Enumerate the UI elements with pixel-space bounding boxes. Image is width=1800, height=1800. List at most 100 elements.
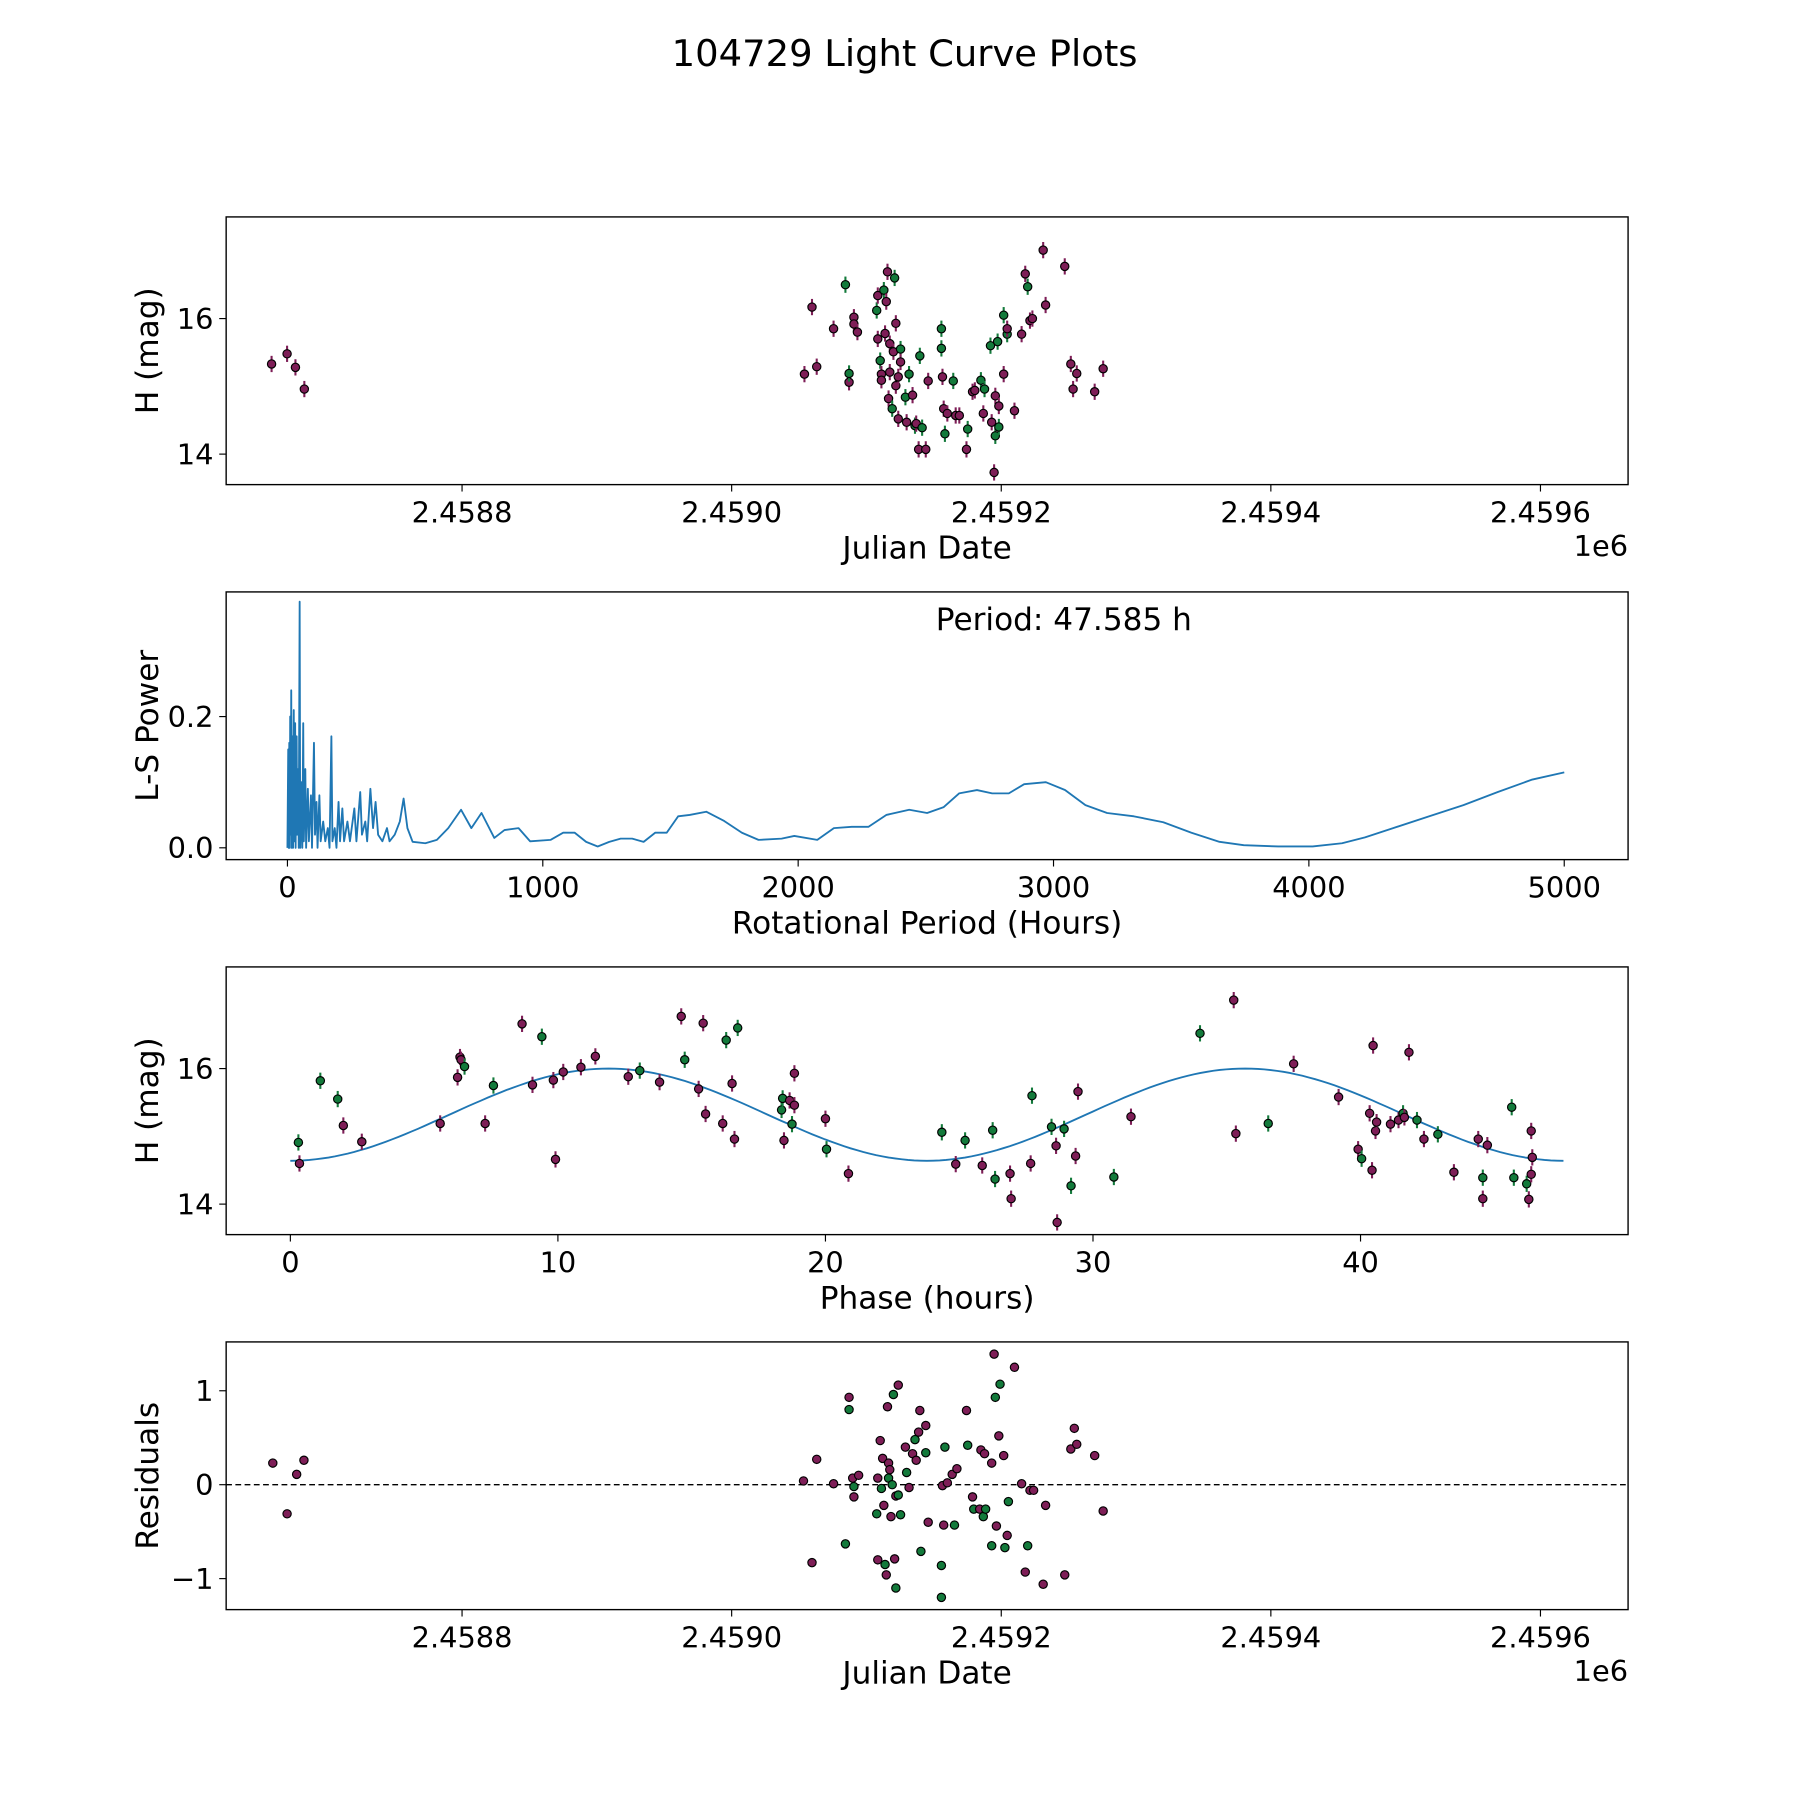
data-point — [921, 444, 931, 455]
data-point — [517, 1019, 527, 1029]
data-point — [881, 296, 892, 307]
data-point — [1412, 1115, 1422, 1125]
data-point — [787, 1119, 797, 1129]
data-point — [942, 1478, 953, 1488]
data-point — [873, 1473, 883, 1483]
x-axis-label: Julian Date — [840, 1655, 1011, 1691]
data-point — [291, 1469, 302, 1480]
data-point — [882, 1402, 893, 1412]
data-point — [1016, 329, 1027, 339]
data-point — [732, 1023, 743, 1033]
data-point — [576, 1062, 586, 1072]
data-point — [893, 414, 903, 424]
data-point — [299, 384, 310, 394]
data-point — [948, 376, 958, 386]
data-point — [811, 361, 822, 372]
data-point — [992, 336, 1003, 347]
data-point — [789, 1100, 800, 1110]
x-tick-label: 0 — [281, 1246, 299, 1280]
x-axis-label: Rotational Period (Hours) — [732, 905, 1122, 941]
plot-area — [286, 600, 1565, 849]
data-point — [1370, 1126, 1381, 1136]
data-point — [990, 1174, 1000, 1184]
data-point — [1478, 1172, 1488, 1183]
data-point — [880, 328, 890, 339]
data-point — [980, 1504, 991, 1514]
y-axis-label: H (mag) — [130, 287, 166, 414]
data-point — [299, 1455, 309, 1466]
data-point — [998, 1450, 1009, 1461]
data-point — [1025, 1158, 1036, 1169]
plot-area — [290, 991, 1564, 1231]
data-point — [978, 408, 989, 419]
data-point — [527, 1080, 538, 1090]
data-point — [1098, 1506, 1108, 1516]
data-point — [1052, 1217, 1062, 1228]
data-point — [989, 1349, 999, 1359]
data-point — [942, 408, 953, 419]
data-point — [952, 1463, 962, 1474]
data-point — [844, 368, 854, 379]
data-point — [1038, 245, 1048, 255]
data-point — [807, 302, 817, 312]
data-point — [907, 390, 918, 400]
data-point — [960, 1135, 970, 1146]
data-point — [937, 372, 948, 382]
data-point — [1006, 1193, 1016, 1204]
y-tick-label: 16 — [177, 1052, 214, 1086]
data-point — [979, 1448, 990, 1459]
data-point — [1069, 1423, 1080, 1434]
data-point — [654, 1077, 665, 1087]
data-point — [885, 1464, 895, 1475]
data-point — [840, 279, 851, 290]
data-point — [895, 357, 906, 367]
data-point — [921, 1448, 931, 1458]
data-point — [1046, 1122, 1057, 1132]
x-offset-label: 1e6 — [1574, 529, 1628, 563]
data-point — [1059, 1124, 1069, 1134]
data-point — [1368, 1040, 1378, 1051]
data-point — [1002, 324, 1012, 334]
data-point — [910, 1434, 920, 1445]
data-point — [332, 1094, 343, 1104]
data-point — [1073, 1086, 1083, 1097]
data-point — [729, 1134, 740, 1144]
data-point — [1003, 1496, 1014, 1507]
data-point — [886, 1511, 896, 1522]
data-point — [961, 1405, 972, 1416]
data-point — [1473, 1134, 1483, 1144]
data-point — [1228, 995, 1239, 1005]
data-point — [887, 403, 897, 414]
x-tick-label: 2.4588 — [412, 1621, 513, 1655]
data-point — [452, 1072, 463, 1083]
data-point — [338, 1120, 349, 1131]
data-point — [900, 1442, 911, 1452]
data-point — [282, 349, 292, 359]
data-point — [727, 1078, 737, 1089]
y-axis-label: Residuals — [130, 1402, 166, 1550]
data-point — [1449, 1167, 1459, 1177]
data-point — [1478, 1193, 1488, 1204]
data-point — [1526, 1169, 1536, 1180]
data-point — [986, 1541, 997, 1551]
data-point — [721, 1035, 731, 1045]
data-point — [315, 1076, 326, 1086]
x-tick-label: 3000 — [1017, 871, 1090, 905]
axes-frame — [225, 966, 1629, 1236]
data-point — [1109, 1172, 1119, 1182]
data-point — [1509, 1172, 1519, 1183]
x-tick-label: 2.4594 — [1220, 1621, 1321, 1655]
data-point — [1482, 1140, 1493, 1150]
data-point — [904, 1482, 914, 1493]
data-point — [717, 1118, 728, 1129]
data-point — [895, 1510, 906, 1520]
data-point — [1027, 313, 1038, 324]
data-point — [998, 369, 1009, 379]
data-point — [881, 1570, 892, 1580]
x-tick-label: 40 — [1342, 1246, 1379, 1280]
data-point — [537, 1031, 547, 1042]
data-point — [887, 1479, 897, 1490]
period-annotation: Period: 47.585 h — [936, 602, 1192, 638]
x-tick-label: 2.4592 — [951, 1621, 1052, 1655]
x-tick-label: 30 — [1075, 1246, 1112, 1280]
